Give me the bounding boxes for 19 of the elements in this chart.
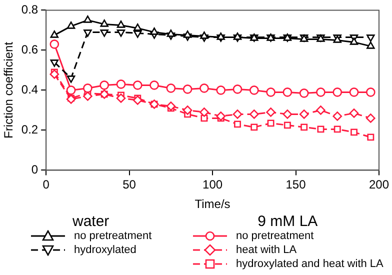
legend-label: hydroxylated (74, 244, 136, 256)
y-tick-label: 0.8 (21, 2, 38, 17)
x-tick-label: 150 (286, 178, 306, 192)
x-tick-label: 200 (368, 178, 390, 192)
legend-label: hydroxylated and heat with LA (236, 258, 384, 270)
x-tick-label: 0 (42, 178, 50, 192)
text: 9 mM LA (256, 213, 319, 230)
x-tick-label: 50 (122, 178, 136, 192)
x-axis-title: Time/s (194, 197, 230, 212)
y-tick-label: 0 (31, 162, 38, 177)
y-axis-title: Friction coefficient (2, 41, 16, 138)
text: water (71, 213, 110, 230)
x-tick-label: 100 (202, 178, 223, 192)
y-tick-label: 0.2 (21, 122, 38, 137)
legend-label: no pretreatment (236, 230, 314, 242)
y-tick-label: 0.4 (21, 82, 38, 97)
legend-label: no pretreatment (74, 230, 152, 242)
y-tick-label: 0.6 (21, 42, 38, 57)
legend-label: heat with LA (236, 244, 297, 256)
